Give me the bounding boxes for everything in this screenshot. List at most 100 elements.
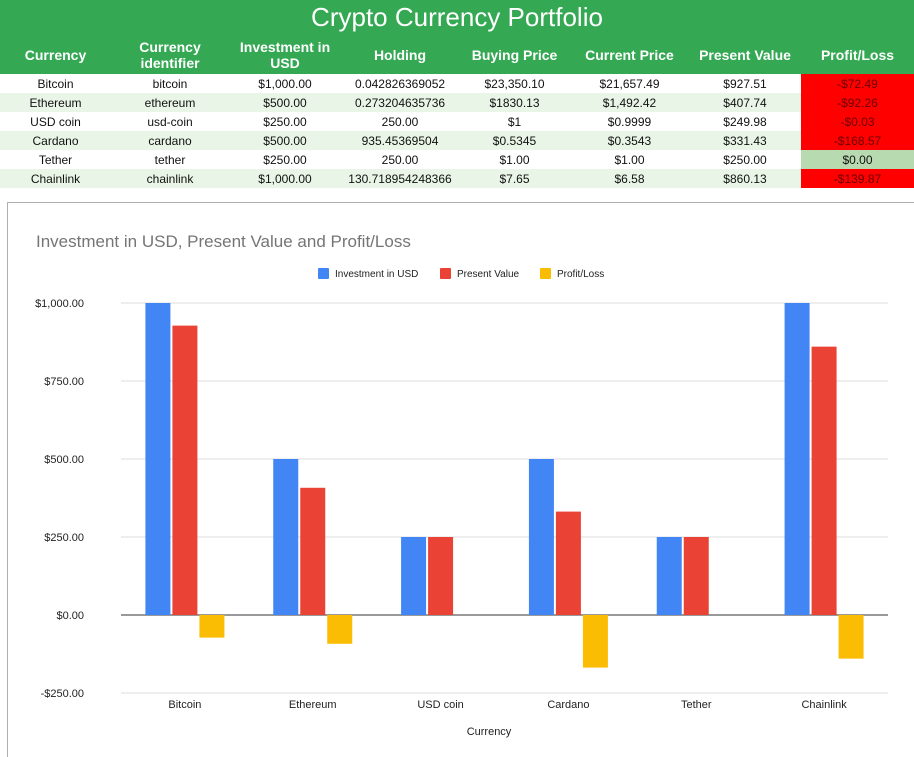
y-tick-label: -$250.00 bbox=[41, 688, 84, 700]
y-tick-label: $500.00 bbox=[44, 454, 84, 466]
cell-buying-price[interactable]: $1 bbox=[459, 112, 570, 131]
cell-present-value[interactable]: $331.43 bbox=[689, 131, 801, 150]
cell-currency[interactable]: Tether bbox=[0, 150, 111, 169]
legend-label[interactable]: Investment in USD bbox=[335, 269, 418, 280]
cell-holding[interactable]: 935.45369504 bbox=[341, 131, 459, 150]
cell-investment[interactable]: $250.00 bbox=[229, 150, 341, 169]
chart-legend[interactable]: Investment in USD Present Value Profit/Los… bbox=[318, 268, 604, 280]
cell-investment[interactable]: $1,000.00 bbox=[229, 74, 341, 93]
bar-chart[interactable]: Investment in USD, Present Value and Pro… bbox=[8, 203, 914, 757]
cell-currency[interactable]: USD coin bbox=[0, 112, 111, 131]
bar-present-value-bitcoin[interactable] bbox=[172, 325, 198, 615]
column-header-holding[interactable]: Holding bbox=[341, 35, 459, 74]
bar-present-value-tether[interactable] bbox=[683, 537, 709, 615]
bar-present-value-usd-coin[interactable] bbox=[428, 537, 454, 615]
column-header-investment[interactable]: Investment in USD bbox=[229, 35, 341, 74]
y-tick-label: $250.00 bbox=[44, 532, 84, 544]
cell-identifier[interactable]: cardano bbox=[111, 131, 229, 150]
chart-bars[interactable] bbox=[145, 303, 864, 668]
cell-investment[interactable]: $500.00 bbox=[229, 131, 341, 150]
cell-current-price[interactable]: $0.9999 bbox=[570, 112, 689, 131]
cell-buying-price[interactable]: $0.5345 bbox=[459, 131, 570, 150]
legend-label[interactable]: Profit/Loss bbox=[557, 269, 604, 280]
legend-swatch bbox=[318, 268, 329, 279]
cell-present-value[interactable]: $249.98 bbox=[689, 112, 801, 131]
cell-buying-price[interactable]: $7.65 bbox=[459, 169, 570, 188]
bar-investment-in-usd-chainlink[interactable] bbox=[784, 303, 810, 615]
legend-label[interactable]: Present Value bbox=[457, 269, 520, 280]
cell-holding[interactable]: 250.00 bbox=[341, 150, 459, 169]
bar-investment-in-usd-ethereum[interactable] bbox=[273, 459, 299, 615]
x-tick-label: Cardano bbox=[547, 699, 589, 711]
column-header-buying-price[interactable]: Buying Price bbox=[459, 35, 570, 74]
cell-investment[interactable]: $1,000.00 bbox=[229, 169, 341, 188]
table-row: Bitcoin bitcoin $1,000.00 0.042826369052… bbox=[0, 74, 914, 93]
cell-currency[interactable]: Cardano bbox=[0, 131, 111, 150]
column-header-profit-loss[interactable]: Profit/Loss bbox=[801, 35, 914, 74]
cell-identifier[interactable]: usd-coin bbox=[111, 112, 229, 131]
x-tick-label: Chainlink bbox=[801, 699, 847, 711]
x-tick-label: Bitcoin bbox=[168, 699, 201, 711]
table-row: Chainlink chainlink $1,000.00 130.718954… bbox=[0, 169, 914, 188]
cell-buying-price[interactable]: $23,350.10 bbox=[459, 74, 570, 93]
chart-container[interactable]: Investment in USD, Present Value and Pro… bbox=[7, 202, 914, 757]
column-header-present-value[interactable]: Present Value bbox=[689, 35, 801, 74]
cell-present-value[interactable]: $860.13 bbox=[689, 169, 801, 188]
cell-profit-loss[interactable]: -$139.87 bbox=[801, 169, 914, 188]
bar-present-value-cardano[interactable] bbox=[555, 511, 581, 615]
cell-current-price[interactable]: $1.00 bbox=[570, 150, 689, 169]
cell-holding[interactable]: 130.718954248366 bbox=[341, 169, 459, 188]
cell-current-price[interactable]: $1,492.42 bbox=[570, 93, 689, 112]
cell-profit-loss[interactable]: $0.00 bbox=[801, 150, 914, 169]
cell-holding[interactable]: 0.273204635736 bbox=[341, 93, 459, 112]
cell-currency[interactable]: Bitcoin bbox=[0, 74, 111, 93]
bar-investment-in-usd-tether[interactable] bbox=[656, 537, 682, 615]
bar-present-value-ethereum[interactable] bbox=[300, 487, 326, 615]
cell-investment[interactable]: $500.00 bbox=[229, 93, 341, 112]
cell-present-value[interactable]: $250.00 bbox=[689, 150, 801, 169]
cell-present-value[interactable]: $927.51 bbox=[689, 74, 801, 93]
table-header-row: Currency Currency identifier Investment … bbox=[0, 35, 914, 74]
cell-profit-loss[interactable]: -$168.57 bbox=[801, 131, 914, 150]
bar-profit-loss-ethereum[interactable] bbox=[327, 615, 353, 644]
bar-investment-in-usd-cardano[interactable] bbox=[528, 459, 554, 615]
cell-identifier[interactable]: chainlink bbox=[111, 169, 229, 188]
cell-identifier[interactable]: ethereum bbox=[111, 93, 229, 112]
chart-gridlines: -$250.00 $0.00 $250.00 $500.00 $750.00 $1,000… bbox=[35, 298, 888, 700]
cell-identifier[interactable]: bitcoin bbox=[111, 74, 229, 93]
y-tick-label: $750.00 bbox=[44, 376, 84, 388]
cell-currency[interactable]: Chainlink bbox=[0, 169, 111, 188]
table-row: USD coin usd-coin $250.00 250.00 $1 $0.9… bbox=[0, 112, 914, 131]
cell-buying-price[interactable]: $1.00 bbox=[459, 150, 570, 169]
cell-profit-loss[interactable]: -$0.03 bbox=[801, 112, 914, 131]
column-header-current-price[interactable]: Current Price bbox=[570, 35, 689, 74]
column-header-identifier[interactable]: Currency identifier bbox=[111, 35, 229, 74]
cell-investment[interactable]: $250.00 bbox=[229, 112, 341, 131]
cell-current-price[interactable]: $6.58 bbox=[570, 169, 689, 188]
table-row: Tether tether $250.00 250.00 $1.00 $1.00… bbox=[0, 150, 914, 169]
x-tick-label: Ethereum bbox=[289, 699, 337, 711]
cell-holding[interactable]: 250.00 bbox=[341, 112, 459, 131]
cell-profit-loss[interactable]: -$92.26 bbox=[801, 93, 914, 112]
bar-present-value-chainlink[interactable] bbox=[811, 346, 837, 615]
cell-buying-price[interactable]: $1830.13 bbox=[459, 93, 570, 112]
bar-investment-in-usd-usd-coin[interactable] bbox=[401, 537, 427, 615]
cell-currency[interactable]: Ethereum bbox=[0, 93, 111, 112]
cell-holding[interactable]: 0.042826369052 bbox=[341, 74, 459, 93]
bar-profit-loss-bitcoin[interactable] bbox=[199, 615, 225, 638]
legend-swatch bbox=[440, 268, 451, 279]
cell-current-price[interactable]: $0.3543 bbox=[570, 131, 689, 150]
column-header-currency[interactable]: Currency bbox=[0, 35, 111, 74]
x-tick-label: Tether bbox=[681, 699, 712, 711]
cell-identifier[interactable]: tether bbox=[111, 150, 229, 169]
cell-profit-loss[interactable]: -$72.49 bbox=[801, 74, 914, 93]
chart-x-axis-labels: Bitcoin Ethereum USD coin Cardano Tether Chai… bbox=[168, 699, 847, 711]
cell-current-price[interactable]: $21,657.49 bbox=[570, 74, 689, 93]
page-title: Crypto Currency Portfolio bbox=[0, 0, 914, 35]
y-tick-label: $1,000.00 bbox=[35, 298, 84, 310]
bar-profit-loss-cardano[interactable] bbox=[582, 615, 608, 668]
bar-investment-in-usd-bitcoin[interactable] bbox=[145, 303, 171, 615]
cell-present-value[interactable]: $407.74 bbox=[689, 93, 801, 112]
table-row: Cardano cardano $500.00 935.45369504 $0.… bbox=[0, 131, 914, 150]
bar-profit-loss-chainlink[interactable] bbox=[838, 615, 864, 659]
